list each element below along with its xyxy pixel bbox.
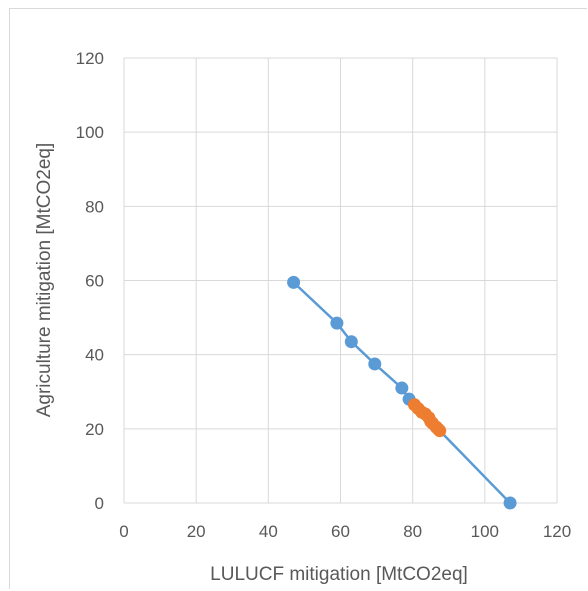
- y-tick-label: 80: [85, 197, 104, 216]
- x-tick-label: 60: [331, 522, 350, 541]
- y-tick-label: 20: [85, 420, 104, 439]
- x-tick-label: 80: [403, 522, 422, 541]
- data-point: [395, 381, 409, 395]
- y-axis-title: Agriculture mitigation [MtCO2eq]: [34, 143, 55, 418]
- y-tick-label: 120: [76, 49, 104, 68]
- x-tick-label: 120: [543, 522, 571, 541]
- x-tick-label: 0: [119, 522, 128, 541]
- x-tick-label: 20: [187, 522, 206, 541]
- data-point: [433, 424, 447, 438]
- x-tick-label: 40: [259, 522, 278, 541]
- chart-frame: [9, 8, 587, 589]
- data-point: [330, 316, 344, 330]
- data-point: [503, 496, 517, 510]
- data-point: [368, 357, 382, 371]
- series-layer: [287, 275, 517, 510]
- y-tick-label: 60: [85, 272, 104, 291]
- series-0: [287, 275, 517, 510]
- series-1: [407, 398, 447, 438]
- x-tick-label: 100: [471, 522, 499, 541]
- data-point: [344, 335, 358, 349]
- y-tick-label: 40: [85, 346, 104, 365]
- tick-labels: 0 20 40 60 80 100 120 0 20 40 60 80 100 120: [76, 49, 572, 541]
- y-tick-label: 100: [76, 123, 104, 142]
- grid-lines: [123, 57, 558, 504]
- x-axis-title: LULUCF mitigation [MtCO2eq]: [210, 564, 468, 585]
- data-point: [287, 275, 301, 289]
- y-tick-label: 0: [95, 494, 104, 513]
